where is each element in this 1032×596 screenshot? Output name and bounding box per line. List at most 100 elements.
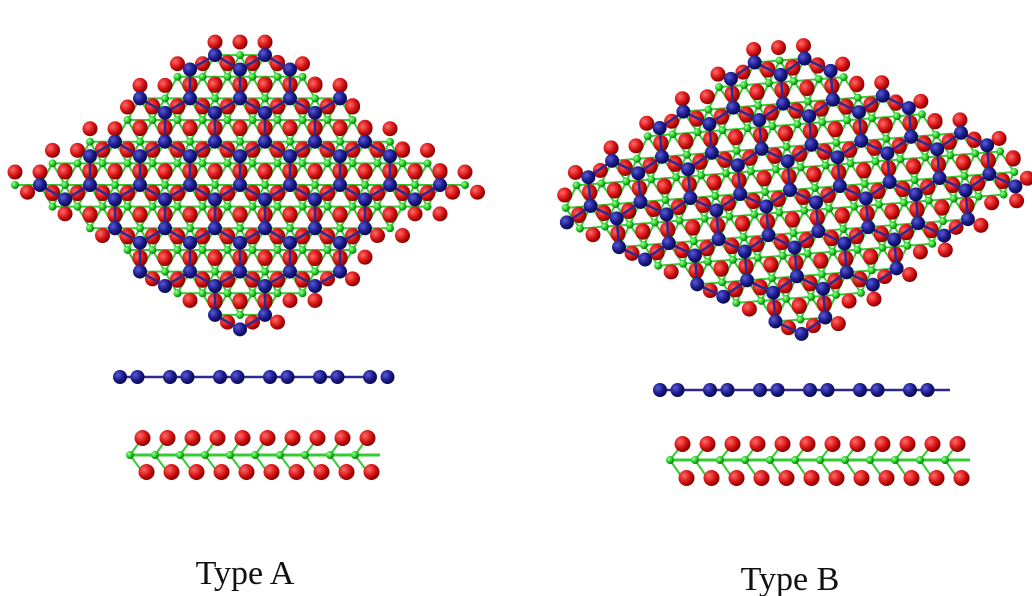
blue-atom	[113, 370, 127, 384]
red-atom	[804, 470, 820, 486]
red-atom	[108, 121, 123, 136]
red-atom	[925, 436, 941, 452]
green-atom	[224, 116, 232, 124]
blue-atom	[774, 68, 788, 82]
green-atom	[276, 451, 284, 459]
blue-atom	[681, 162, 695, 176]
blue-atom	[333, 178, 347, 192]
blue-atom	[263, 370, 277, 384]
green-atom	[640, 241, 648, 249]
blue-atom	[208, 308, 222, 322]
green-atom	[211, 268, 219, 276]
blue-atom	[768, 314, 782, 328]
red-atom	[233, 35, 248, 50]
green-atom	[86, 138, 94, 146]
green-atom	[311, 94, 319, 102]
red-atom	[775, 436, 791, 452]
blue-atom	[776, 97, 790, 111]
green-atom	[903, 242, 911, 250]
red-atom	[913, 244, 928, 259]
red-atom	[345, 271, 360, 286]
blue-atom	[781, 154, 795, 168]
green-atom	[424, 203, 432, 211]
blue-atom	[233, 91, 247, 105]
red-atom	[792, 299, 807, 314]
red-atom	[183, 208, 198, 223]
green-atom	[251, 451, 259, 459]
red-atom	[210, 430, 226, 446]
red-atom	[270, 315, 285, 330]
green-atom	[199, 289, 207, 297]
blue-atom	[921, 383, 935, 397]
red-atom	[95, 228, 110, 243]
green-atom	[199, 73, 207, 81]
green-atom	[311, 268, 319, 276]
red-atom	[258, 78, 273, 93]
green-atom	[111, 181, 119, 189]
blue-atom	[738, 245, 752, 259]
red-atom	[420, 143, 435, 158]
blue-atom	[183, 63, 197, 77]
red-atom	[835, 209, 850, 224]
red-atom	[568, 165, 583, 180]
green-atom	[161, 94, 169, 102]
red-atom	[133, 208, 148, 223]
blue-atom	[1008, 179, 1022, 193]
red-atom	[408, 206, 423, 221]
green-atom	[399, 159, 407, 167]
green-atom	[690, 237, 698, 245]
blue-atom	[133, 149, 147, 163]
green-atom	[597, 179, 605, 187]
blue-atom	[840, 265, 854, 279]
red-atom	[928, 114, 943, 129]
green-atom	[274, 159, 282, 167]
green-atom	[149, 159, 157, 167]
blue-atom	[837, 237, 851, 251]
blue-atom	[961, 212, 975, 226]
green-atom	[324, 159, 332, 167]
green-atom	[11, 181, 19, 189]
red-atom	[283, 121, 298, 136]
red-atom	[433, 206, 448, 221]
green-atom	[716, 456, 724, 464]
green-atom	[757, 297, 765, 305]
blue-atom	[158, 221, 172, 235]
red-atom	[133, 78, 148, 93]
blue-atom	[653, 121, 667, 135]
green-atom	[299, 289, 307, 297]
green-atom	[719, 126, 727, 134]
blue-atom	[753, 383, 767, 397]
green-atom	[261, 94, 269, 102]
blue-atom	[233, 322, 247, 336]
red-atom	[728, 130, 743, 145]
red-atom	[849, 77, 864, 92]
green-atom	[666, 456, 674, 464]
blue-atom	[809, 195, 823, 209]
green-atom	[151, 451, 159, 459]
green-atom	[299, 203, 307, 211]
red-atom	[700, 436, 716, 452]
green-atom	[176, 451, 184, 459]
blue-atom	[653, 383, 667, 397]
blue-atom	[909, 187, 923, 201]
red-atom	[829, 470, 845, 486]
blue-atom	[887, 233, 901, 247]
red-atom	[900, 436, 916, 452]
green-atom	[301, 451, 309, 459]
red-atom	[383, 208, 398, 223]
green-atom	[841, 456, 849, 464]
blue-atom	[383, 178, 397, 192]
green-atom	[853, 246, 861, 254]
blue-atom	[283, 265, 297, 279]
red-atom	[929, 470, 945, 486]
green-atom	[224, 246, 232, 254]
panel-label: Type B	[741, 561, 840, 596]
blue-atom	[183, 149, 197, 163]
red-atom	[70, 143, 85, 158]
green-atom	[946, 151, 954, 159]
green-atom	[249, 159, 257, 167]
green-atom	[854, 94, 862, 102]
blue-atom	[854, 134, 868, 148]
red-atom	[856, 164, 871, 179]
blue-atom	[281, 370, 295, 384]
